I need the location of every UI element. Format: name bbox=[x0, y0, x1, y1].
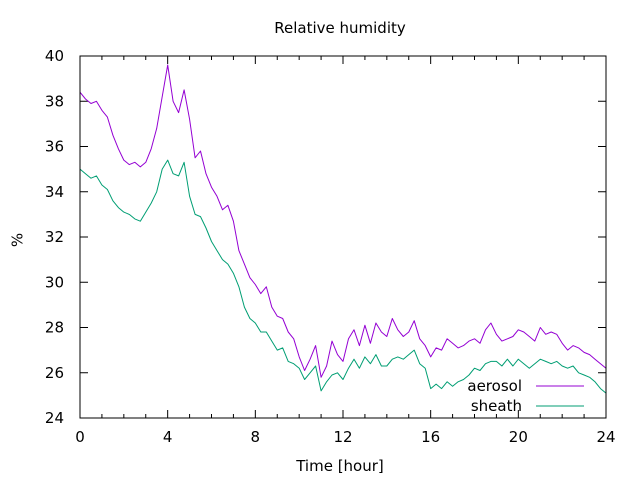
series-line-sheath bbox=[79, 159, 607, 394]
legend-label-aerosol: aerosol bbox=[467, 377, 522, 395]
series-line-aerosol bbox=[79, 64, 607, 378]
series-layer bbox=[79, 64, 607, 394]
legend-label-sheath: sheath bbox=[471, 397, 522, 415]
y-tick-label: 38 bbox=[45, 92, 64, 110]
legend: aerosol sheath bbox=[467, 377, 584, 415]
x-tick-label: 12 bbox=[333, 428, 352, 446]
y-tick-label: 24 bbox=[45, 409, 64, 427]
y-axis-label: % bbox=[9, 233, 27, 247]
x-tick-label: 0 bbox=[75, 428, 85, 446]
y-tick-label: 36 bbox=[45, 138, 64, 156]
y-tick-label: 28 bbox=[45, 319, 64, 337]
x-tick-label: 24 bbox=[596, 428, 615, 446]
chart-title: Relative humidity bbox=[274, 19, 406, 37]
y-tick-label: 26 bbox=[45, 364, 64, 382]
y-tick-label: 34 bbox=[45, 183, 64, 201]
y-tick-label: 40 bbox=[45, 47, 64, 65]
y-tick-label: 30 bbox=[45, 273, 64, 291]
plot-frame bbox=[79, 55, 607, 419]
x-axis-label: Time [hour] bbox=[295, 457, 384, 475]
x-tick-label: 20 bbox=[509, 428, 528, 446]
x-tick-label: 8 bbox=[251, 428, 261, 446]
x-tick-label: 16 bbox=[421, 428, 440, 446]
x-tick-label: 4 bbox=[163, 428, 173, 446]
ticks-layer: 0 4 8 12 16 20 24 24 26 28 30 32 34 36 38 40 bbox=[45, 47, 616, 446]
y-tick-label: 32 bbox=[45, 228, 64, 246]
